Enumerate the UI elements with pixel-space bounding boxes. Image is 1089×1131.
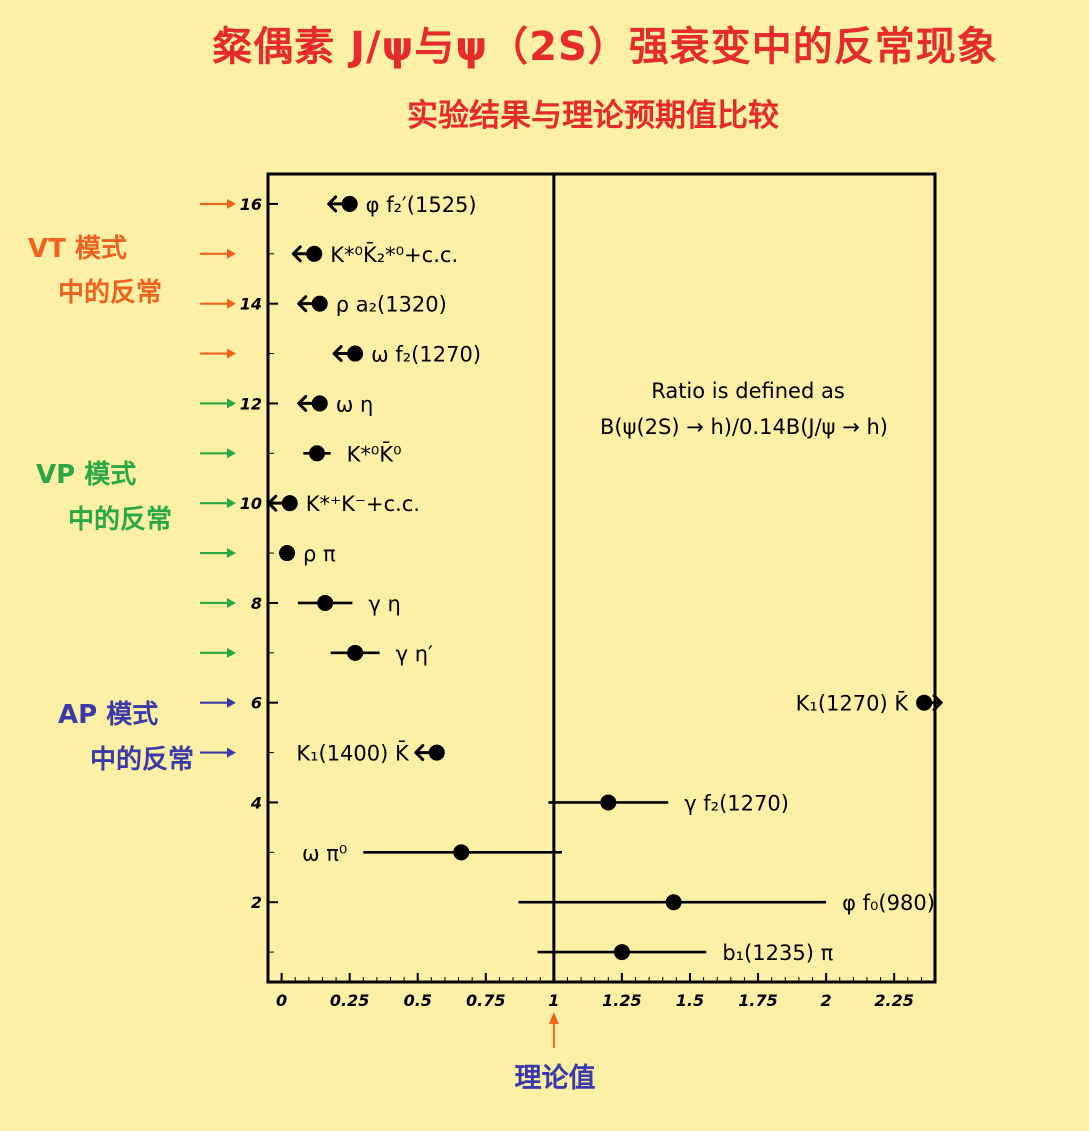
- x-tick-label: 0.75: [466, 991, 505, 1010]
- vp-annotation-line1: VP 模式: [36, 460, 137, 490]
- data-point: [317, 594, 334, 611]
- data-point: [347, 345, 364, 362]
- ap-annotation-line2: 中的反常: [90, 745, 195, 775]
- ratio-note-line1: Ratio is defined as: [651, 379, 845, 403]
- side-arrow-head: [227, 348, 236, 359]
- data-label: K₁(1400) K̄: [296, 741, 410, 766]
- x-tick-label: 0: [276, 991, 287, 1010]
- data-label: b₁(1235) π: [722, 941, 833, 965]
- data-point: [665, 894, 682, 911]
- y-tick-label: 16: [240, 195, 262, 214]
- y-tick-label: 10: [240, 494, 262, 513]
- side-arrow-head: [227, 548, 236, 559]
- y-tick-label: 2: [251, 893, 262, 912]
- vt-annotation-line2: 中的反常: [58, 278, 163, 308]
- side-arrow-head: [227, 448, 236, 459]
- x-tick-label: 0.5: [404, 991, 432, 1010]
- x-tick-label: 1.25: [602, 991, 641, 1010]
- data-point: [309, 445, 326, 462]
- data-label: ρ π: [303, 542, 336, 566]
- side-arrow-head: [227, 747, 236, 758]
- side-arrow-head: [227, 198, 236, 209]
- data-point: [428, 744, 445, 761]
- plot-frame: [266, 172, 937, 984]
- data-label: K₁(1270) K̄: [796, 691, 910, 716]
- data-label: ω π⁰: [302, 841, 347, 865]
- data-label: ρ a₂(1320): [336, 293, 447, 317]
- data-label: φ f₂′(1525): [366, 193, 477, 217]
- x-tick-label: 0.25: [330, 991, 369, 1010]
- data-label: K*⁺K⁻+c.c.: [306, 492, 420, 516]
- data-point: [341, 195, 358, 212]
- data-label: γ f₂(1270): [684, 791, 789, 815]
- y-tick-label: 14: [240, 295, 262, 314]
- side-arrow-head: [227, 697, 236, 708]
- x-tick-label: 2: [821, 991, 832, 1010]
- data-point: [281, 495, 298, 512]
- page-title: 粲偶素 J/ψ与ψ（2S）强衰变中的反常现象: [212, 24, 998, 70]
- x-tick-label: 1.75: [738, 991, 777, 1010]
- x-tick-label: 2.25: [874, 991, 913, 1010]
- y-tick-label: 6: [251, 694, 262, 713]
- vt-annotation-line1: VT 模式: [28, 234, 127, 264]
- data-label: γ η: [368, 592, 400, 616]
- data-label: φ f₀(980): [842, 891, 935, 915]
- y-tick-label: 8: [251, 594, 262, 613]
- data-point: [600, 794, 617, 811]
- data-point: [311, 395, 328, 412]
- data-label: ω η: [336, 392, 374, 416]
- page-subtitle: 实验结果与理论预期值比较: [407, 98, 779, 134]
- data-point: [311, 295, 328, 312]
- data-point: [347, 644, 364, 661]
- ap-annotation-line1: AP 模式: [58, 700, 159, 730]
- ratio-note-line2: B(ψ(2S) → h)/0.14B(J/ψ → h): [600, 415, 888, 439]
- side-arrow-head: [227, 647, 236, 658]
- side-arrow-head: [227, 398, 236, 409]
- data-label: γ η′: [396, 642, 433, 666]
- data-label: ω f₂(1270): [371, 343, 481, 367]
- y-tick-label: 12: [240, 394, 262, 413]
- theory-value-label: 理论值: [514, 1063, 596, 1094]
- theory-arrow-head: [548, 1012, 559, 1024]
- side-arrow-head: [227, 498, 236, 509]
- y-tick-label: 4: [250, 793, 262, 812]
- vp-annotation-line2: 中的反常: [68, 505, 173, 535]
- side-arrow-head: [227, 248, 236, 259]
- data-label: K*⁰K̄⁰: [347, 441, 402, 466]
- data-point: [916, 694, 933, 711]
- data-point: [279, 545, 296, 562]
- data-point: [613, 944, 630, 961]
- data-label: K*⁰K̄₂*⁰+c.c.: [330, 242, 458, 267]
- side-arrow-head: [227, 597, 236, 608]
- data-point: [453, 844, 470, 861]
- data-point: [306, 245, 323, 262]
- x-tick-label: 1: [548, 991, 559, 1010]
- x-tick-label: 1.5: [676, 991, 704, 1010]
- side-arrow-head: [227, 298, 236, 309]
